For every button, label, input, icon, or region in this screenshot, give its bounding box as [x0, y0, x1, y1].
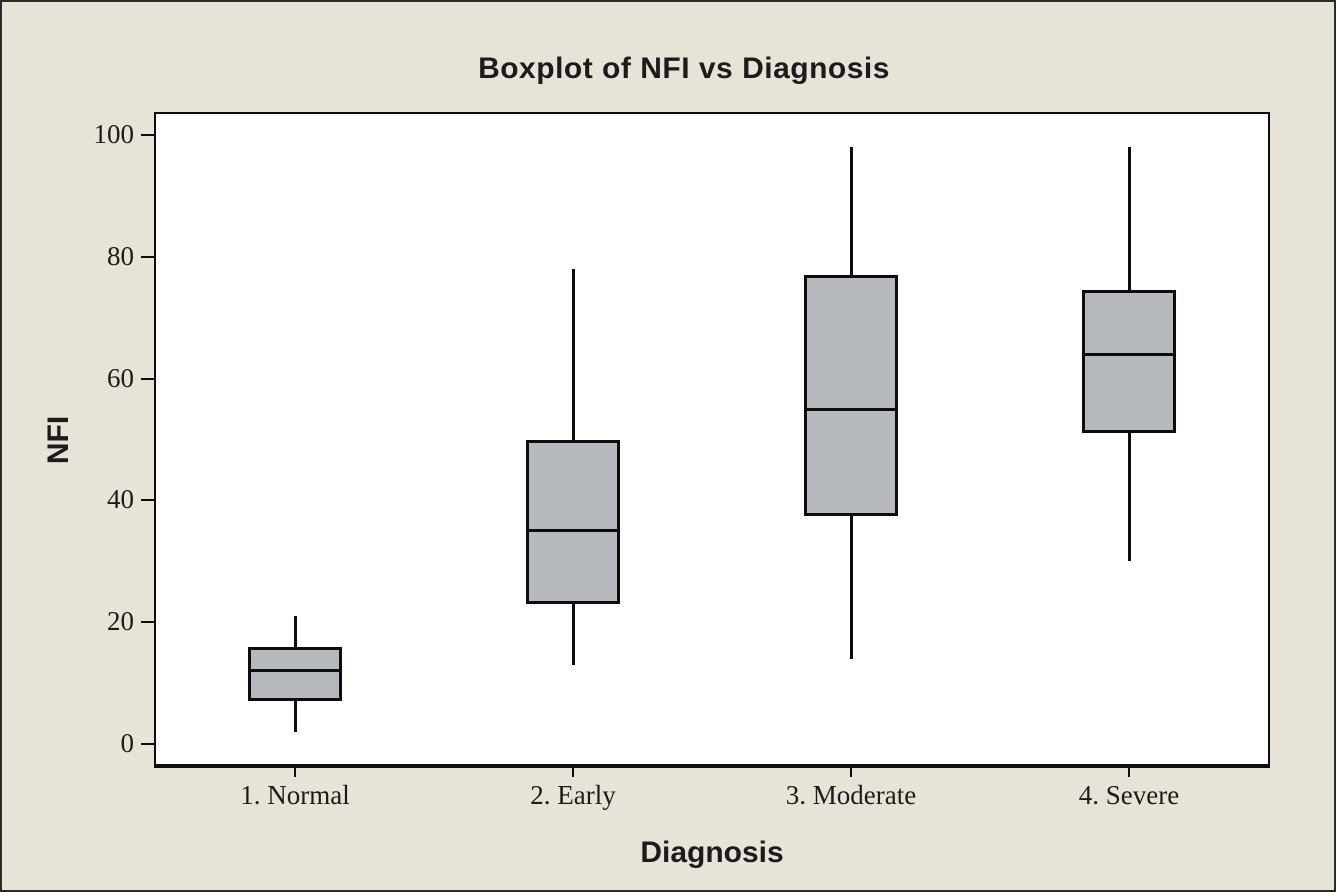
box	[1082, 290, 1176, 434]
y-tick	[141, 621, 154, 624]
y-tick	[141, 743, 154, 745]
chart-title: Boxplot of NFI vs Diagnosis	[478, 52, 890, 85]
x-tick-label: 2. Early	[530, 780, 616, 810]
y-tick-label: 40	[107, 484, 134, 515]
y-tick-label: 100	[93, 119, 135, 149]
y-tick-label: 60	[107, 362, 134, 393]
box	[526, 439, 620, 604]
y-tick	[141, 255, 154, 258]
y-tick	[141, 377, 154, 380]
box	[248, 646, 342, 702]
x-tick	[1128, 768, 1130, 777]
y-tick-label: 20	[107, 606, 134, 637]
box	[804, 275, 898, 516]
x-tick-label: 1. Normal	[240, 780, 350, 810]
y-tick-label: 0	[120, 728, 135, 758]
y-tick-label: 80	[107, 240, 134, 271]
y-tick	[141, 499, 154, 502]
x-tick	[572, 768, 574, 777]
y-axis-title: NFI	[42, 415, 75, 465]
median-line	[1082, 352, 1176, 356]
x-tick-label: 3. Moderate	[785, 780, 917, 810]
x-tick	[850, 768, 852, 777]
median-line	[248, 669, 342, 673]
median-line	[804, 407, 898, 411]
x-tick-label: 4. Severe	[1078, 780, 1180, 810]
y-tick	[141, 134, 154, 136]
x-axis-title: Diagnosis	[640, 836, 784, 869]
x-tick	[294, 768, 296, 777]
median-line	[526, 529, 620, 533]
plot-area	[154, 112, 1270, 768]
